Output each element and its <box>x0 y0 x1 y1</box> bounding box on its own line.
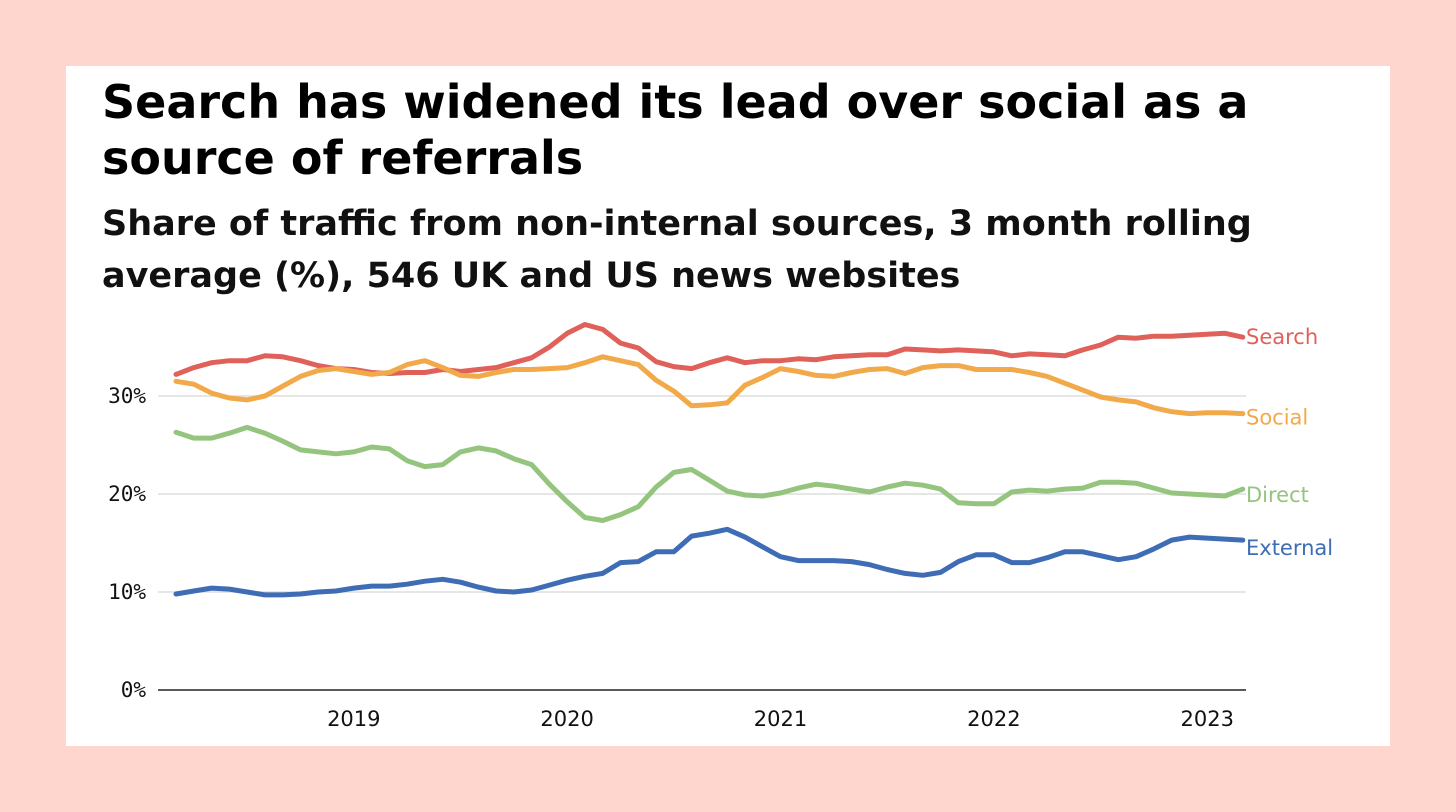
chart-subtitle: Share of traffic from non-internal sourc… <box>102 204 1252 296</box>
series-label-search: Search <box>1246 325 1318 349</box>
x-tick-label: 2020 <box>540 707 593 731</box>
series-line-direct <box>173 424 1246 523</box>
series-line-social <box>173 354 1246 417</box>
y-tick-label: 30% <box>108 384 146 408</box>
y-tick-label: 0% <box>121 678 147 702</box>
series-label-social: Social <box>1246 406 1308 430</box>
series-label-external: External <box>1246 536 1333 560</box>
y-tick-label: 10% <box>108 580 146 604</box>
x-tick-label: 2021 <box>754 707 807 731</box>
y-tick-label: 20% <box>108 482 146 506</box>
x-tick-label: 2023 <box>1181 707 1234 731</box>
chart-title: Search has widened its lead over social … <box>102 75 1249 185</box>
x-tick-label: 2022 <box>967 707 1020 731</box>
chart-card: Search has widened its lead over social … <box>66 66 1390 746</box>
line-chart: 0% 10% 20% 30% 2019 2020 2021 2022 2023 Search Soc… <box>108 322 1333 731</box>
series-line-external <box>173 526 1246 598</box>
x-tick-label: 2019 <box>327 707 380 731</box>
series-label-direct: Direct <box>1246 483 1309 507</box>
